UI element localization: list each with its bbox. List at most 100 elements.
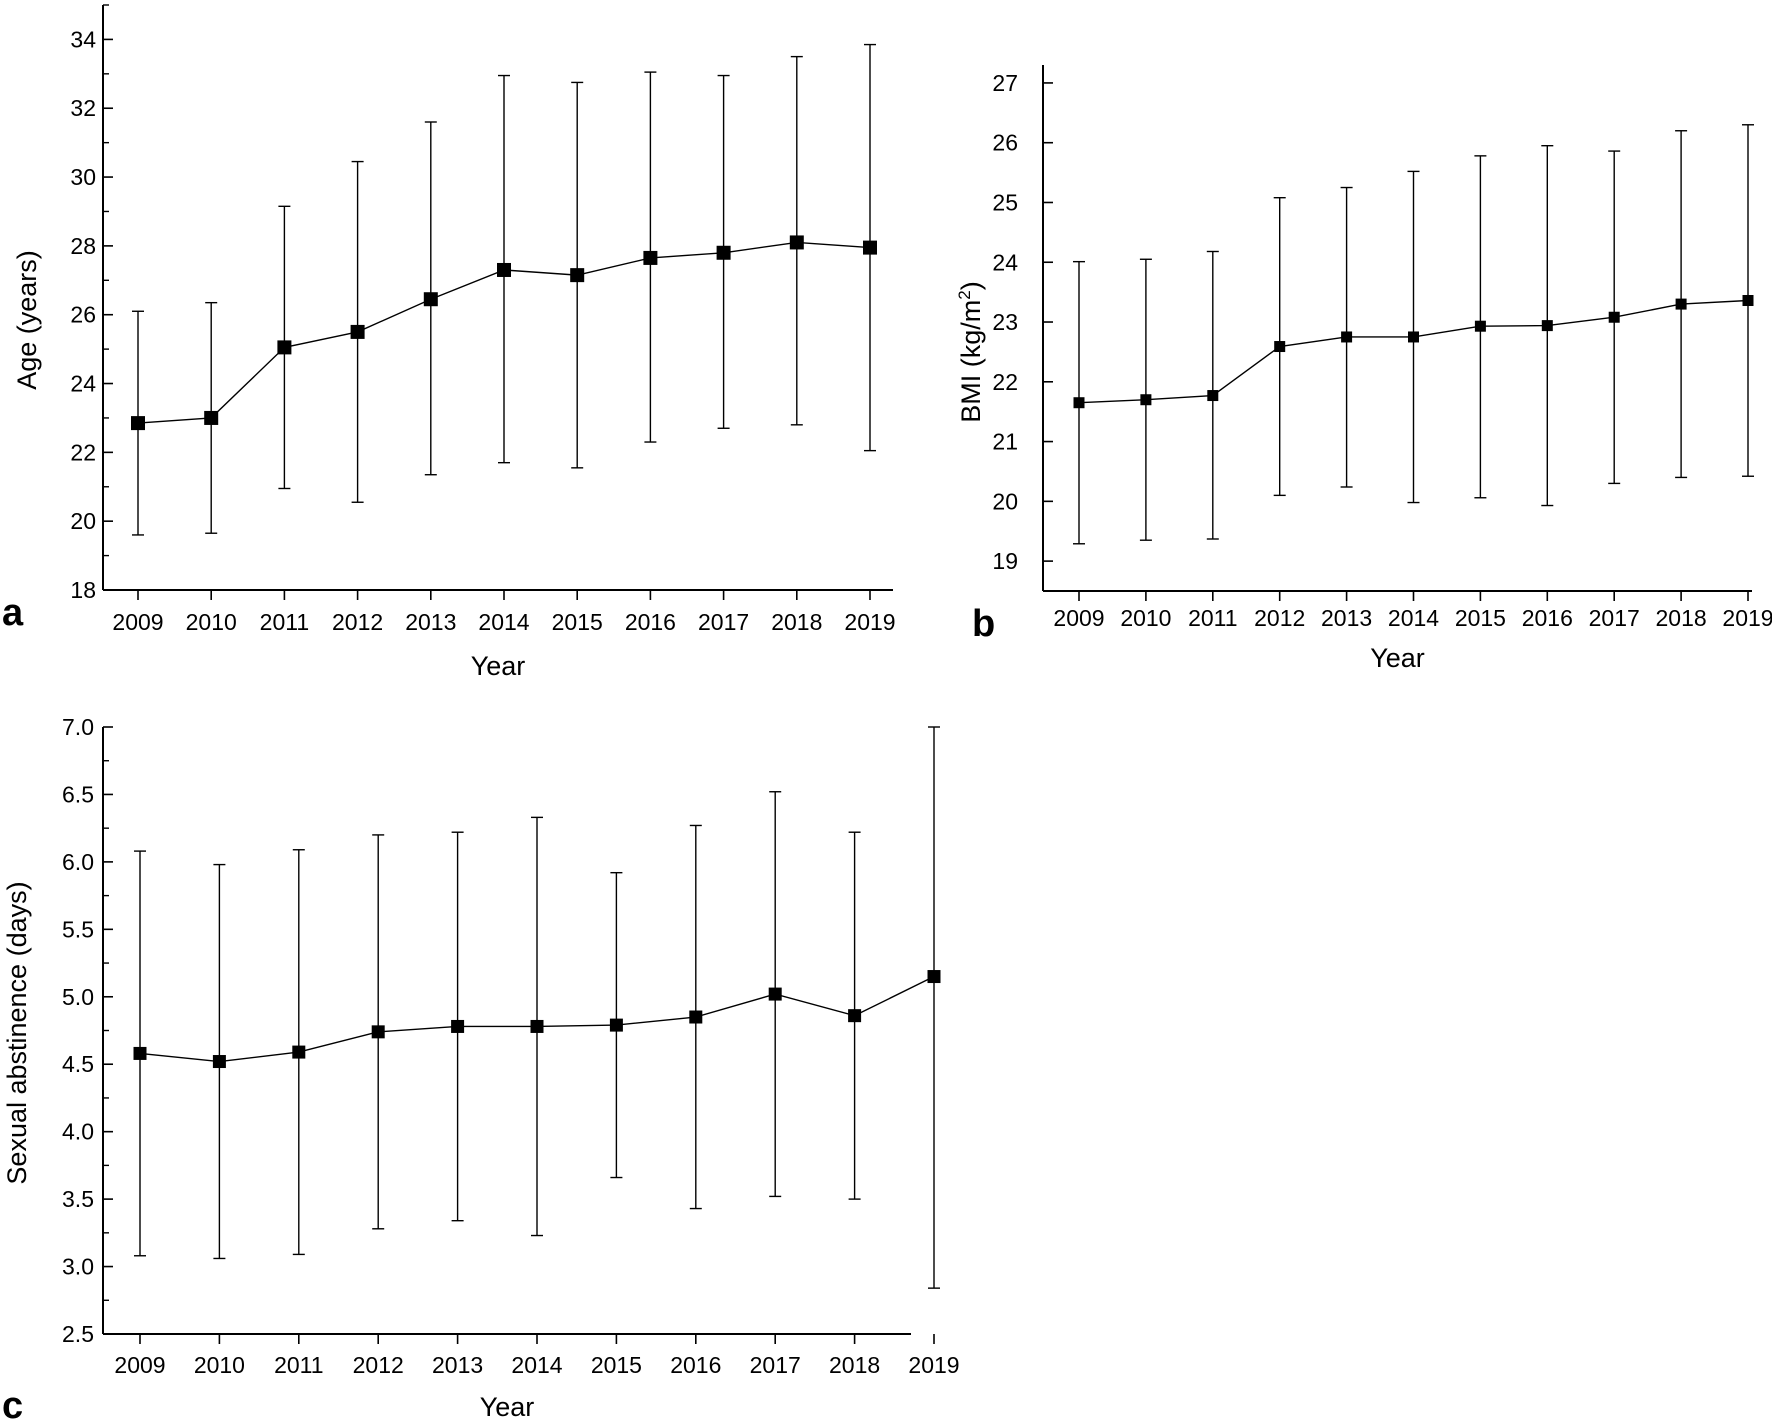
data-point-marker [1675, 298, 1687, 310]
data-point-marker [689, 1010, 703, 1024]
data-point-marker [1608, 311, 1620, 323]
x-tick-label: 2015 [552, 609, 603, 635]
y-tick-label: 25 [992, 189, 1018, 215]
data-point-marker [292, 1045, 306, 1059]
x-axis-label: Year [480, 1392, 535, 1420]
y-tick-label: 34 [70, 26, 96, 52]
y-tick-label: 6.0 [62, 849, 94, 875]
x-tick-label: 2009 [1053, 605, 1104, 631]
data-point-marker [423, 292, 438, 307]
x-tick-label: 2014 [511, 1352, 562, 1378]
data-point-marker [716, 245, 731, 260]
x-tick-label: 2019 [1722, 605, 1772, 631]
y-tick-label: 4.0 [62, 1119, 94, 1145]
x-tick-label: 2011 [260, 609, 309, 635]
y-tick-label: 24 [992, 249, 1018, 275]
x-tick-label: 2019 [844, 609, 895, 635]
data-point-marker [789, 235, 804, 250]
x-axis-label: Year [471, 651, 526, 681]
x-tick-label: 2015 [1455, 605, 1506, 631]
panel-a: 18 20 22 24 26 28 30 32 34 2009 2010 2011 2012 2013 20… [2, 4, 896, 681]
data-point-marker [212, 1055, 226, 1069]
data-point-marker [277, 340, 292, 355]
data-point-marker [848, 1009, 862, 1023]
y-axis-label: Sexual abstinence (days) [2, 881, 32, 1184]
data-point-marker [643, 250, 658, 265]
y-tick-label: 23 [992, 309, 1018, 335]
data-point-marker [1140, 394, 1152, 406]
x-tick-label: 2015 [591, 1352, 642, 1378]
x-tick-label: 2010 [1120, 605, 1171, 631]
panel-b: 19 20 21 22 23 24 25 26 27 2009 2010 2011 2012 2013 20… [955, 65, 1772, 673]
data-point-marker [1742, 295, 1754, 307]
y-tick-label: 4.5 [62, 1051, 94, 1077]
y-tick-label: 21 [992, 429, 1018, 455]
data-point-marker [451, 1019, 465, 1033]
y-tick-label: 22 [992, 369, 1018, 395]
x-tick-label: 2019 [908, 1352, 959, 1378]
y-tick-label: 5.0 [62, 984, 94, 1010]
x-tick-label: 2017 [750, 1352, 801, 1378]
data-point-marker [927, 970, 941, 984]
x-tick-label: 2010 [186, 609, 237, 635]
y-tick-label: 2.5 [62, 1321, 94, 1347]
panel-letter: c [2, 1385, 23, 1420]
data-point-marker [1274, 341, 1286, 353]
y-tick-label: 28 [70, 233, 96, 259]
x-axis-label: Year [1370, 643, 1425, 673]
data-point-marker [1541, 320, 1553, 332]
y-tick-label: 19 [992, 548, 1018, 574]
y-axis-label-text: Age (years) [12, 250, 42, 390]
x-tick-label: 2013 [405, 609, 456, 635]
data-point-marker [204, 410, 219, 425]
x-tick-label: 2009 [112, 609, 163, 635]
panel-c: 2.5 3.0 3.5 4.0 4.5 5.0 5.5 6.0 6.5 7.0 2009 2010 20… [2, 714, 960, 1420]
data-point-marker [371, 1025, 385, 1039]
y-tick-label: 27 [992, 70, 1018, 96]
x-tick-label: 2011 [274, 1352, 323, 1378]
data-point-marker [1073, 397, 1085, 409]
data-point-marker [133, 1046, 147, 1060]
x-tick-label: 2013 [1321, 605, 1372, 631]
x-tick-label: 2012 [353, 1352, 404, 1378]
x-tick-label: 2018 [771, 609, 822, 635]
data-point-marker [131, 416, 145, 431]
x-tick-label: 2012 [332, 609, 383, 635]
y-tick-label: 18 [70, 577, 96, 603]
y-axis-label-superscript: 2 [955, 290, 974, 299]
data-point-marker [1207, 390, 1219, 402]
panel-letter: b [972, 603, 995, 645]
x-tick-label: 2017 [1589, 605, 1640, 631]
x-tick-label: 2018 [1656, 605, 1707, 631]
y-tick-label: 5.5 [62, 916, 94, 942]
x-tick-label: 2012 [1254, 605, 1305, 631]
y-tick-label: 3.5 [62, 1186, 94, 1212]
x-tick-label: 2009 [114, 1352, 165, 1378]
x-tick-label: 2013 [432, 1352, 483, 1378]
y-axis-label: Age (years) [12, 250, 42, 390]
y-tick-label: 6.5 [62, 781, 94, 807]
y-tick-label: 26 [992, 130, 1018, 156]
x-tick-label: 2017 [698, 609, 749, 635]
y-axis-label: BMI (kg/m2) [955, 281, 986, 422]
data-point-marker [768, 987, 782, 1001]
y-tick-label: 30 [70, 164, 96, 190]
data-point-marker [497, 262, 511, 277]
data-point-marker [863, 240, 877, 255]
x-tick-label: 2016 [670, 1352, 721, 1378]
y-axis-label-suffix: ) [956, 281, 986, 290]
x-tick-label: 2016 [1522, 605, 1573, 631]
x-tick-label: 2014 [478, 609, 529, 635]
data-point-marker [609, 1018, 623, 1032]
y-tick-label: 26 [70, 302, 96, 328]
y-tick-label: 7.0 [62, 714, 94, 740]
x-tick-label: 2018 [829, 1352, 880, 1378]
panel-letter: a [2, 592, 24, 634]
y-tick-label: 20 [992, 488, 1018, 514]
x-tick-label: 2010 [194, 1352, 245, 1378]
y-tick-label: 22 [70, 439, 96, 465]
data-point-marker [1408, 331, 1419, 343]
y-tick-label: 24 [70, 371, 96, 397]
data-point-marker [570, 268, 585, 283]
